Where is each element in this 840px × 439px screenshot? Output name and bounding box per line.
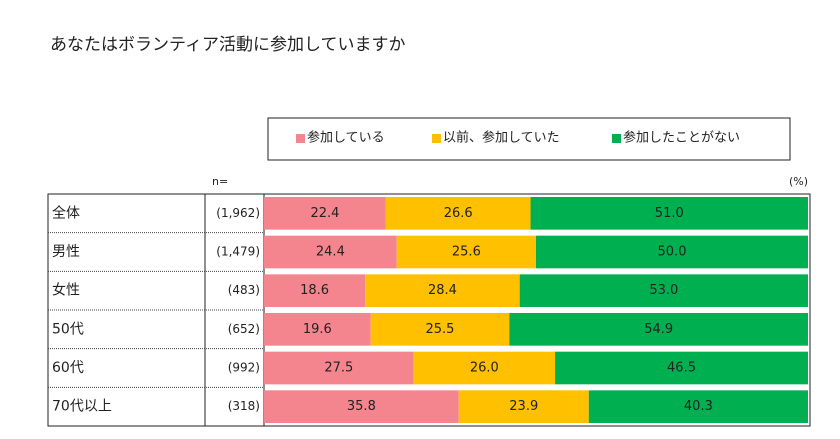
bar-segment: [413, 351, 556, 385]
bar-segment: [396, 235, 536, 269]
sample-size: (652): [228, 322, 260, 336]
category-label: 70代以上: [52, 399, 112, 415]
value-label: 46.5: [667, 361, 696, 376]
sample-size: (1,962): [216, 206, 260, 220]
category-label: 女性: [52, 282, 80, 299]
bar-segment: [385, 197, 531, 230]
value-label: 51.0: [655, 206, 684, 221]
bar-segment: [365, 274, 520, 307]
value-label: 35.8: [347, 399, 376, 414]
value-label: 25.6: [452, 245, 481, 260]
bar-segment: [536, 235, 808, 269]
bar-segment: [530, 197, 808, 230]
value-label: 40.3: [684, 399, 713, 414]
value-label: 22.4: [310, 206, 339, 221]
value-label: 26.0: [470, 361, 499, 376]
bar-segment: [264, 197, 386, 230]
chart-title: あなたはボランティア活動に参加していますか: [50, 35, 405, 55]
category-label: 全体: [52, 204, 80, 221]
bar-segment: [555, 351, 808, 385]
sample-size: (483): [228, 283, 260, 297]
legend-swatch: [612, 134, 621, 143]
bar-segment: [370, 313, 510, 346]
category-label: 男性: [52, 244, 80, 260]
legend-swatch: [296, 134, 305, 143]
bar-segment: [458, 390, 589, 423]
value-label: 27.5: [324, 361, 353, 376]
value-label: 24.4: [316, 245, 345, 260]
value-label: 50.0: [658, 245, 687, 260]
bar-segment: [588, 390, 808, 423]
legend-swatch: [432, 134, 441, 143]
bar-segment: [264, 390, 459, 423]
value-label: 23.9: [509, 399, 538, 414]
bar-segment: [264, 313, 371, 346]
legend-box: [267, 117, 791, 161]
category-label: 50代: [52, 321, 84, 337]
legend-label: 参加したことがない: [623, 130, 740, 146]
legend-label: 参加している: [307, 130, 385, 146]
value-label: 25.5: [426, 322, 455, 337]
value-label: 18.6: [300, 283, 329, 298]
bar-segment: [264, 351, 414, 385]
category-label: 60代: [52, 360, 84, 376]
sample-size: (1,479): [216, 245, 260, 259]
sample-size: (992): [228, 361, 260, 375]
unit-label: (%): [789, 175, 808, 188]
value-label: 28.4: [428, 283, 457, 298]
value-label: 53.0: [649, 283, 678, 298]
n-header: n=: [212, 175, 228, 188]
sample-size: (318): [228, 399, 260, 413]
bar-segment: [519, 274, 808, 307]
value-label: 19.6: [303, 322, 332, 337]
bar-segment: [264, 235, 397, 269]
value-label: 26.6: [444, 206, 473, 221]
legend-label: 以前、参加していた: [443, 130, 560, 146]
bar-segment: [264, 274, 366, 307]
value-label: 54.9: [644, 322, 673, 337]
bar-segment: [509, 313, 808, 346]
